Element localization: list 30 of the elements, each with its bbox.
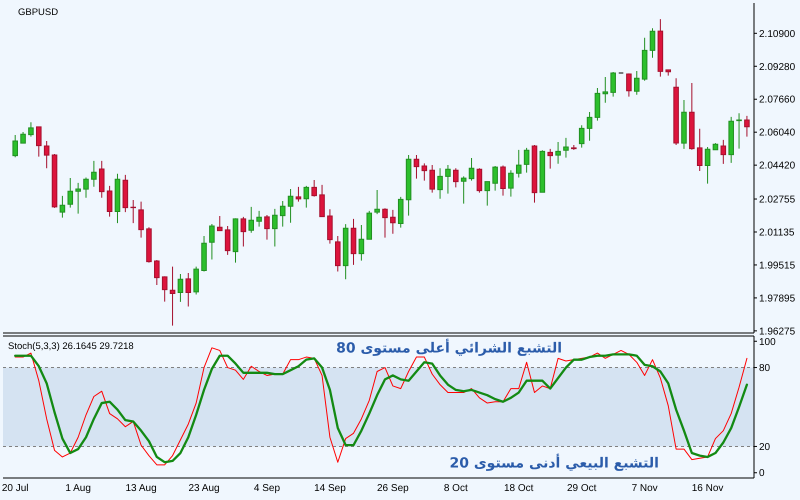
- y-tick-label: 80: [759, 363, 771, 374]
- y-tick-label: 2.02755: [759, 194, 796, 206]
- chart-title: GBPUSD: [18, 7, 58, 18]
- y-tick-label: 2.10900: [759, 28, 796, 40]
- x-tick-label: 1 Aug: [65, 483, 91, 494]
- x-tick-label: 20 Jul: [2, 483, 29, 494]
- x-tick-label: 13 Aug: [126, 483, 157, 494]
- ref-line-label: التشبع الشرائي أعلى مستوى 80: [336, 338, 562, 357]
- x-tick-label: 29 Oct: [566, 483, 597, 494]
- y-tick-label: 2.01135: [759, 227, 795, 238]
- y-tick-label: 1.99515: [759, 260, 796, 272]
- y-tick-label: 20: [759, 442, 771, 453]
- ref-line-label: التشبع البيعي أدنى مستوى 20: [450, 453, 659, 472]
- y-tick-label: 0: [759, 468, 765, 480]
- y-tick-label: 1.96275: [759, 326, 796, 338]
- x-tick-label: 7 Nov: [632, 483, 658, 494]
- y-tick-label: 100: [759, 336, 776, 348]
- x-tick-label: 18 Oct: [504, 483, 534, 494]
- x-tick-label: 23 Aug: [188, 483, 220, 494]
- text: Stoch(5,3,3) 26.1645 29.7218: [8, 341, 134, 352]
- x-tick-label: 16 Nov: [692, 483, 724, 494]
- x-tick-label: 8 Oct: [444, 483, 468, 494]
- x-tick-label: 26 Sep: [377, 483, 410, 494]
- y-tick-label: 2.06040: [759, 128, 796, 139]
- y-tick-label: 2.09280: [759, 62, 796, 73]
- x-tick-label: 4 Sep: [254, 483, 280, 494]
- x-tick-label: 14 Sep: [314, 483, 346, 494]
- y-tick-label: 2.07660: [759, 94, 796, 106]
- y-tick-label: 1.97895: [759, 293, 796, 304]
- y-tick-label: 2.04420: [759, 160, 796, 172]
